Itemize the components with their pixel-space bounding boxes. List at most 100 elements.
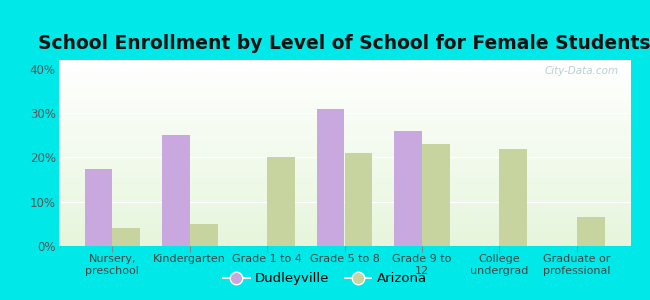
- Bar: [58, 241, 630, 242]
- Bar: [58, 152, 630, 153]
- Bar: [58, 100, 630, 101]
- Bar: [58, 114, 630, 115]
- Bar: [58, 96, 630, 97]
- Bar: [58, 122, 630, 123]
- Bar: [58, 225, 630, 226]
- Bar: [58, 220, 630, 221]
- Bar: [58, 143, 630, 144]
- Bar: [58, 79, 630, 80]
- Bar: [58, 90, 630, 91]
- Bar: [58, 184, 630, 185]
- Bar: [58, 229, 630, 230]
- Bar: [58, 221, 630, 222]
- Bar: [58, 209, 630, 210]
- Bar: [58, 182, 630, 183]
- Bar: [58, 159, 630, 160]
- Bar: [58, 201, 630, 202]
- Bar: [58, 166, 630, 167]
- Bar: [58, 235, 630, 236]
- Bar: [58, 150, 630, 151]
- Bar: [58, 198, 630, 199]
- Bar: [58, 205, 630, 206]
- Bar: [58, 212, 630, 214]
- Bar: [58, 216, 630, 217]
- Bar: [58, 84, 630, 85]
- Bar: [58, 228, 630, 229]
- Bar: [58, 109, 630, 110]
- Bar: [58, 73, 630, 74]
- Bar: [58, 86, 630, 87]
- Bar: [58, 193, 630, 194]
- Bar: [58, 202, 630, 203]
- Bar: [58, 102, 630, 103]
- Bar: [58, 128, 630, 129]
- Bar: [58, 63, 630, 64]
- Bar: [58, 105, 630, 106]
- Bar: [58, 77, 630, 78]
- Bar: [58, 108, 630, 109]
- Bar: [58, 124, 630, 125]
- Bar: [58, 69, 630, 70]
- Bar: [58, 64, 630, 66]
- Bar: [58, 107, 630, 108]
- Bar: [58, 106, 630, 107]
- Bar: [58, 230, 630, 231]
- Bar: [58, 165, 630, 166]
- Bar: [190, 224, 218, 246]
- Bar: [58, 119, 630, 120]
- Bar: [422, 144, 450, 246]
- Bar: [58, 204, 630, 205]
- Bar: [112, 228, 140, 246]
- Bar: [58, 83, 630, 84]
- Bar: [58, 61, 630, 62]
- Bar: [58, 226, 630, 227]
- Bar: [58, 227, 630, 228]
- Bar: [58, 237, 630, 238]
- Bar: [58, 137, 630, 138]
- Bar: [344, 153, 372, 246]
- Bar: [58, 177, 630, 178]
- Bar: [58, 185, 630, 187]
- Bar: [58, 208, 630, 209]
- Bar: [58, 97, 630, 98]
- Bar: [58, 95, 630, 96]
- Bar: [58, 154, 630, 155]
- Bar: [58, 72, 630, 73]
- Bar: [58, 111, 630, 112]
- Bar: [58, 92, 630, 93]
- Bar: [58, 76, 630, 77]
- Bar: [317, 109, 345, 246]
- Bar: [58, 68, 630, 69]
- Bar: [58, 160, 630, 161]
- Bar: [58, 162, 630, 163]
- Bar: [58, 66, 630, 67]
- Bar: [58, 146, 630, 147]
- Bar: [58, 233, 630, 234]
- Bar: [58, 210, 630, 211]
- Bar: [58, 88, 630, 89]
- Bar: [58, 148, 630, 149]
- Bar: [58, 197, 630, 198]
- Bar: [58, 222, 630, 223]
- Bar: [58, 238, 630, 239]
- Bar: [58, 211, 630, 212]
- Bar: [58, 155, 630, 156]
- Bar: [58, 174, 630, 175]
- Bar: [58, 136, 630, 137]
- Bar: [58, 231, 630, 232]
- Bar: [58, 215, 630, 216]
- Bar: [58, 244, 630, 245]
- Bar: [58, 223, 630, 224]
- Bar: [58, 132, 630, 133]
- Bar: [58, 60, 630, 61]
- Bar: [58, 98, 630, 99]
- Bar: [58, 183, 630, 184]
- Bar: [58, 141, 630, 142]
- Bar: [58, 125, 630, 126]
- Bar: [58, 206, 630, 207]
- Bar: [58, 70, 630, 71]
- Bar: [58, 113, 630, 114]
- Bar: [58, 131, 630, 132]
- Bar: [58, 92, 630, 94]
- Title: School Enrollment by Level of School for Female Students: School Enrollment by Level of School for…: [38, 34, 650, 53]
